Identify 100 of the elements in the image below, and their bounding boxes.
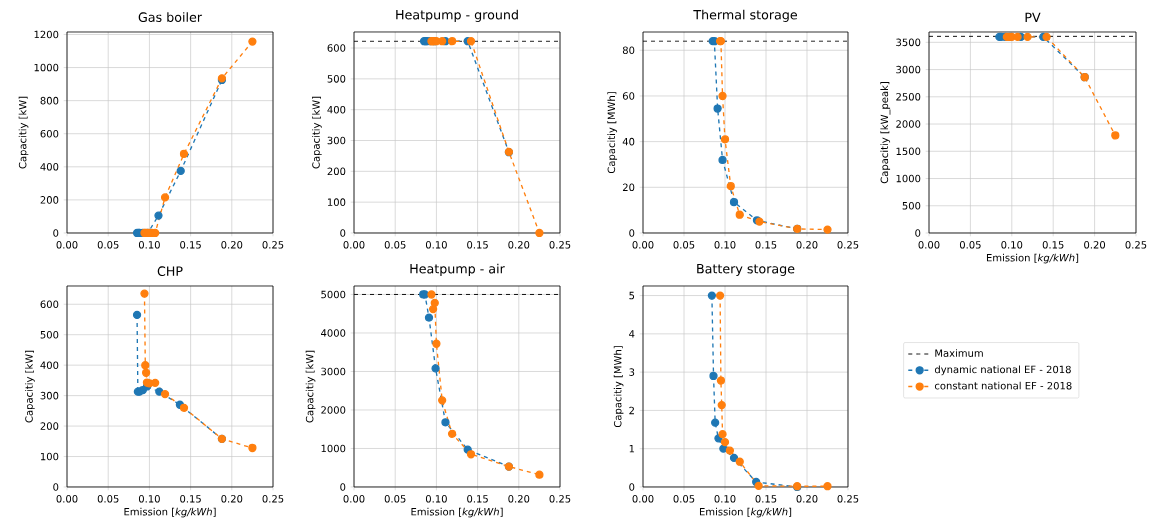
- x-tick-label: 0.15: [1042, 241, 1064, 249]
- y-tick-label: 500: [40, 330, 59, 339]
- x-tick-label: 0.10: [714, 495, 736, 503]
- x-axis-title: Emission [kg/kWh]: [411, 507, 503, 518]
- y-tick-label: 3000: [321, 367, 346, 376]
- x-tick-label: 0.20: [1084, 241, 1106, 249]
- y-tick-label: 600: [40, 300, 59, 309]
- y-tick-label: 400: [40, 361, 59, 369]
- y-tick-label: 200: [40, 196, 59, 204]
- y-tick-label: 0: [629, 229, 635, 237]
- x-tick-label: 0.10: [1001, 241, 1023, 249]
- chart-title: Thermal storage: [693, 9, 797, 22]
- x-tick-label: 0.20: [796, 495, 818, 503]
- x-tick-label: 0.25: [549, 241, 571, 249]
- chart-title: CHP: [157, 266, 183, 276]
- y-tick-label: 2: [629, 406, 634, 415]
- y-tick-label: 200: [327, 167, 346, 176]
- y-tick-label: 0: [53, 483, 59, 491]
- x-tick-label: 0.25: [837, 495, 859, 503]
- x-tick-label: 0.05: [384, 495, 406, 503]
- chart-title: Gas boiler: [138, 12, 203, 22]
- y-tick-label: 40: [622, 137, 635, 146]
- y-axis-title: Capacitiy [kW]: [18, 96, 29, 169]
- y-tick-label: 5000: [321, 290, 346, 299]
- x-tick-label: 0.00: [56, 495, 78, 503]
- y-tick-label: 600: [40, 129, 59, 138]
- x-tick-label: 0.00: [632, 495, 654, 503]
- y-tick-label: 2000: [896, 120, 921, 128]
- y-tick-label: 400: [327, 105, 346, 114]
- y-tick-label: 400: [40, 163, 59, 171]
- y-tick-label: 4000: [321, 329, 346, 337]
- y-tick-label: 1000: [896, 174, 921, 183]
- y-tick-label: 3500: [896, 38, 921, 47]
- y-tick-label: 2000: [321, 406, 346, 414]
- x-tick-label: 0.15: [467, 241, 488, 249]
- x-tick-label: 0.10: [425, 241, 447, 249]
- x-tick-label: 0.15: [755, 241, 777, 249]
- y-tick-label: 1000: [34, 63, 59, 72]
- x-tick-label: 0.05: [959, 241, 981, 249]
- x-tick-label: 0.15: [180, 241, 201, 249]
- x-axis-title: Emission [kg/kWh]: [986, 253, 1079, 264]
- y-tick-label: 3000: [896, 65, 921, 74]
- y-axis-title: Capacitiy [kW]: [312, 96, 322, 169]
- y-tick-label: 5: [629, 291, 635, 300]
- y-axis-title: Capacitiy [MWh]: [613, 346, 624, 428]
- y-tick-label: 1000: [321, 444, 346, 453]
- x-tick-label: 0.10: [138, 241, 160, 249]
- x-tick-label: 0.20: [796, 241, 818, 249]
- x-tick-label: 0.05: [673, 241, 695, 249]
- y-axis-title: Capacitiy [kW_peak]: [880, 82, 891, 184]
- x-axis-title: Emission [kg/kWh]: [124, 507, 216, 518]
- y-tick-label: 0: [53, 229, 59, 237]
- y-tick-label: 300: [40, 391, 59, 400]
- x-tick-label: 0.10: [714, 241, 736, 249]
- legend-label: dynamic national EF - 2018: [934, 365, 1071, 376]
- y-tick-label: 800: [40, 96, 59, 105]
- y-axis-title: Capacitiy [kW]: [25, 350, 35, 423]
- x-tick-label: 0.25: [262, 241, 284, 249]
- y-tick-label: 4: [629, 330, 635, 338]
- chart-title: Battery storage: [697, 264, 795, 276]
- y-tick-label: 0: [340, 483, 346, 491]
- y-tick-label: 2500: [896, 93, 921, 101]
- y-tick-label: 0: [915, 229, 921, 237]
- x-tick-label: 0.15: [467, 495, 488, 503]
- x-tick-label: 0.15: [755, 495, 777, 503]
- x-tick-label: 0.05: [97, 241, 119, 249]
- y-tick-label: 20: [622, 183, 635, 192]
- y-axis-title: Capacitiy [kW]: [305, 350, 316, 423]
- x-tick-label: 0.20: [221, 495, 243, 503]
- y-tick-label: 80: [622, 46, 635, 55]
- y-tick-label: 300: [327, 136, 346, 145]
- x-tick-label: 0.00: [918, 241, 940, 249]
- x-tick-label: 0.00: [343, 241, 365, 249]
- y-tick-label: 0: [340, 229, 346, 237]
- x-tick-label: 0.25: [262, 495, 284, 503]
- y-tick-label: 200: [40, 422, 59, 430]
- text: Maximum: [935, 349, 983, 357]
- y-axis-title: Capacitiy [MWh]: [607, 92, 618, 174]
- chart-title: Heatpump - ground: [396, 9, 518, 22]
- chart-title: Heatpump - air: [410, 263, 505, 276]
- x-tick-label: 0.25: [1125, 241, 1147, 249]
- x-tick-label: 0.00: [56, 241, 78, 249]
- x-tick-label: 0.05: [384, 241, 406, 249]
- y-tick-label: 100: [327, 198, 346, 206]
- y-tick-label: 600: [327, 44, 346, 52]
- x-tick-label: 0.00: [632, 241, 654, 249]
- y-tick-label: 1500: [896, 147, 921, 156]
- y-tick-label: 1200: [34, 30, 59, 39]
- x-tick-label: 0.20: [221, 241, 243, 249]
- x-tick-label: 0.05: [97, 495, 119, 503]
- x-tick-label: 0.15: [180, 495, 201, 503]
- x-tick-label: 0.00: [343, 495, 365, 503]
- x-tick-label: 0.20: [508, 241, 530, 249]
- legend-label: constant national EF - 2018: [934, 381, 1072, 390]
- x-axis-title: Emission [kg/kWh]: [699, 507, 792, 518]
- x-tick-label: 0.25: [837, 241, 859, 249]
- x-tick-label: 0.20: [508, 495, 530, 503]
- y-tick-label: 1: [629, 445, 635, 453]
- x-tick-label: 0.10: [425, 495, 447, 503]
- x-tick-label: 0.05: [673, 495, 695, 503]
